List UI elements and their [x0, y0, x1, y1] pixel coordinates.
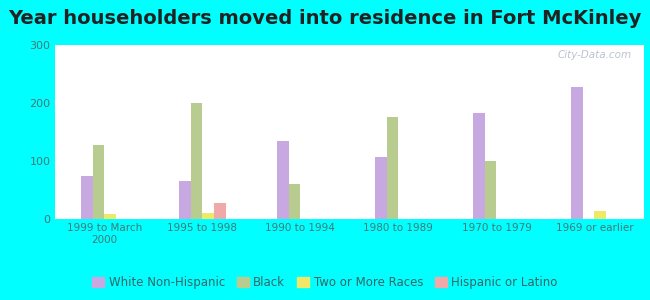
Bar: [81, 176, 92, 219]
Bar: [179, 181, 190, 219]
Bar: [190, 103, 202, 219]
Bar: [277, 141, 289, 219]
Bar: [179, 181, 190, 219]
Bar: [202, 213, 214, 219]
Bar: [473, 113, 485, 219]
Bar: [375, 157, 387, 219]
Bar: [92, 145, 104, 219]
Bar: [81, 176, 92, 219]
Bar: [571, 87, 582, 219]
Bar: [289, 184, 300, 219]
Bar: [104, 214, 116, 219]
Bar: [92, 145, 104, 219]
Bar: [289, 184, 300, 219]
Bar: [277, 141, 289, 219]
Legend: White Non-Hispanic, Black, Two or More Races, Hispanic or Latino: White Non-Hispanic, Black, Two or More R…: [88, 272, 562, 294]
Bar: [473, 113, 485, 219]
Text: City-Data.com: City-Data.com: [558, 50, 632, 60]
Bar: [595, 212, 606, 219]
Bar: [202, 213, 214, 219]
Bar: [485, 161, 497, 219]
Bar: [214, 203, 226, 219]
Text: Year householders moved into residence in Fort McKinley: Year householders moved into residence i…: [8, 9, 642, 28]
Bar: [595, 212, 606, 219]
Bar: [104, 214, 116, 219]
Bar: [387, 118, 398, 219]
Bar: [375, 157, 387, 219]
Bar: [387, 118, 398, 219]
Bar: [571, 87, 582, 219]
Bar: [485, 161, 497, 219]
Bar: [190, 103, 202, 219]
Bar: [214, 203, 226, 219]
